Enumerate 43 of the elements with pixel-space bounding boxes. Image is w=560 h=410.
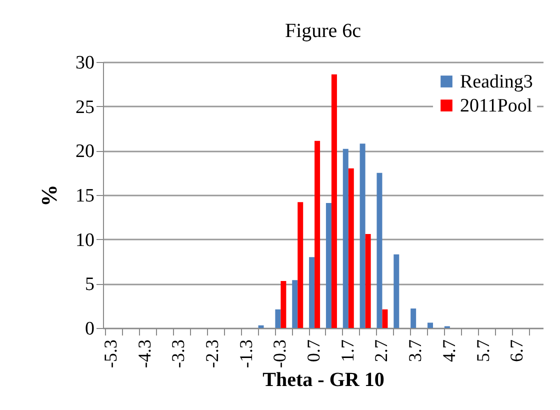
x-tick-label: 1.7 (337, 340, 358, 362)
bar (428, 322, 433, 328)
bar (280, 281, 286, 328)
y-tick-label: 30 (76, 52, 94, 74)
y-tick-label: 20 (76, 141, 94, 162)
bar (382, 309, 388, 328)
x-tick-label: 6.7 (506, 340, 527, 362)
bar (348, 168, 354, 328)
bar (314, 140, 320, 328)
y-tick-label: 10 (76, 230, 94, 251)
y-axis-title: % (36, 184, 62, 206)
bar (292, 280, 298, 328)
chart-title: Figure 6c (284, 20, 362, 42)
x-tick-label: 5.7 (472, 340, 493, 362)
x-tick-label: -3.3 (168, 340, 188, 368)
y-tick-label: 25 (76, 96, 94, 118)
y-tick-label: 5 (85, 274, 94, 296)
bar (360, 144, 366, 328)
x-tick-label: 4.7 (438, 340, 459, 362)
bar (376, 172, 382, 328)
x-tick-label: -0.3 (270, 340, 290, 368)
y-tick-label: 0 (85, 318, 94, 340)
x-tick-label: -5.3 (100, 340, 120, 368)
x-tick-label: 0.7 (304, 340, 324, 362)
x-axis-title: Theta - GR 10 (262, 368, 384, 391)
x-tick-label: -2.3 (202, 340, 222, 368)
bar (342, 148, 348, 328)
bar (326, 202, 332, 328)
x-tick-label: -4.3 (134, 340, 154, 368)
bar (410, 308, 416, 328)
x-tick-label: 3.7 (405, 340, 426, 362)
y-tick-label: 15 (76, 186, 94, 206)
x-tick-label: 2.7 (371, 340, 392, 362)
bar (298, 202, 304, 328)
bar (331, 74, 337, 328)
legend-label: Reading3 (460, 72, 533, 92)
legend-label: 2011Pool (460, 96, 532, 116)
x-tick-label: -1.3 (236, 340, 256, 368)
bar (394, 254, 400, 328)
bar (365, 234, 371, 328)
bar (309, 257, 315, 328)
bar (275, 309, 281, 328)
bar (258, 325, 264, 328)
